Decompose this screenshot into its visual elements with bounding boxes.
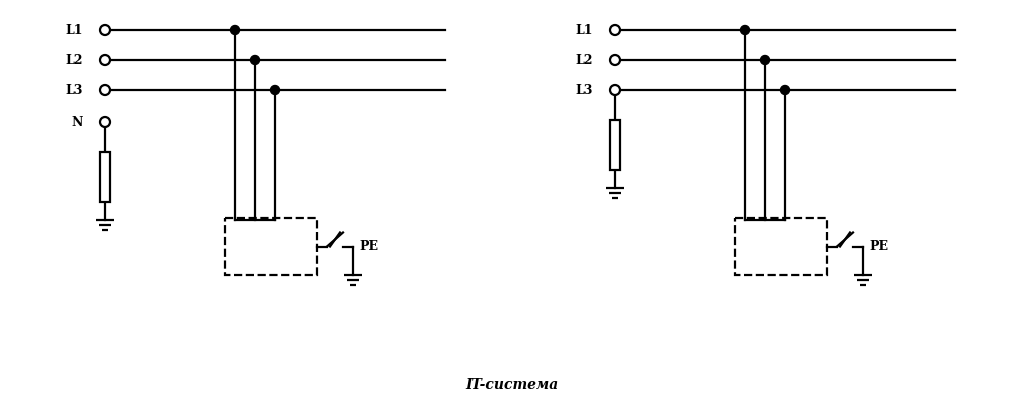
Text: PE: PE — [359, 240, 378, 253]
Circle shape — [740, 25, 750, 35]
Circle shape — [100, 85, 110, 95]
Circle shape — [270, 86, 280, 95]
Circle shape — [251, 55, 259, 64]
Text: L3: L3 — [575, 84, 593, 97]
Bar — [610, 120, 620, 170]
Text: L1: L1 — [575, 24, 593, 36]
Bar — [735, 218, 827, 275]
Circle shape — [100, 117, 110, 127]
Text: L3: L3 — [66, 84, 83, 97]
Text: L2: L2 — [575, 53, 593, 67]
Text: IT-система: IT-система — [465, 378, 559, 392]
Circle shape — [610, 25, 620, 35]
Bar — [100, 152, 110, 202]
Text: L1: L1 — [66, 24, 83, 36]
Circle shape — [780, 86, 790, 95]
Circle shape — [100, 25, 110, 35]
Circle shape — [761, 55, 769, 64]
Circle shape — [100, 55, 110, 65]
Text: PE: PE — [869, 240, 888, 253]
Bar — [225, 218, 317, 275]
Text: L2: L2 — [66, 53, 83, 67]
Text: N: N — [72, 115, 83, 129]
Circle shape — [610, 55, 620, 65]
Circle shape — [230, 25, 240, 35]
Circle shape — [610, 85, 620, 95]
